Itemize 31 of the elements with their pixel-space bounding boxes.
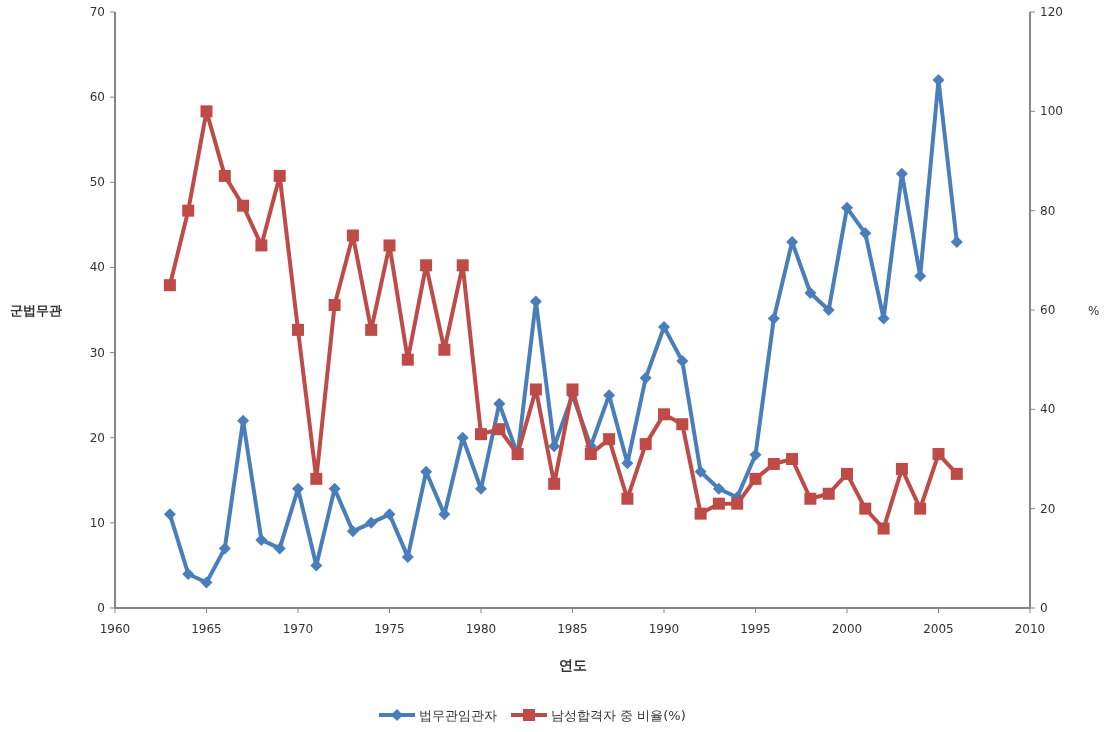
x-tick-label: 2010	[1014, 622, 1046, 636]
x-tick-label: 1970	[282, 622, 314, 636]
y2-tick-label: 100	[1040, 104, 1063, 119]
x-tick-label: 1975	[374, 622, 405, 636]
legend-label: 남성합격자 중 비율(%)	[551, 708, 686, 723]
y2-tick-label: 20	[1040, 501, 1056, 516]
y-tick-label: 0	[97, 601, 105, 615]
x-tick-label: 1985	[557, 622, 588, 636]
legend-label: 법무관임관자	[419, 708, 497, 723]
y-tick-label: 30	[89, 345, 105, 360]
y2-tick-label: 60	[1040, 303, 1056, 317]
y2-tick-label: 0	[1040, 601, 1048, 615]
y-tick-label: 60	[89, 90, 105, 105]
y2-tick-label: 80	[1040, 203, 1056, 218]
x-tick-label: 1960	[99, 622, 131, 636]
y2-axis-title: %	[1088, 304, 1100, 318]
y-tick-label: 40	[89, 260, 105, 275]
x-tick-label: 1995	[740, 622, 771, 636]
x-tick-label: 2005	[923, 622, 954, 636]
x-tick-label: 1965	[191, 622, 222, 636]
y2-tick-label: 120	[1040, 5, 1063, 19]
x-axis-title: 연도	[558, 657, 587, 673]
x-tick-label: 1990	[648, 622, 680, 636]
y-tick-label: 20	[89, 430, 105, 445]
y2-tick-label: 40	[1040, 402, 1056, 417]
y-axis-title: 군법무관	[10, 303, 62, 318]
y-tick-label: 50	[89, 175, 105, 190]
x-tick-label: 2000	[831, 622, 863, 636]
x-tick-label: 1980	[465, 622, 497, 636]
y-tick-label: 10	[89, 515, 105, 530]
y-tick-label: 70	[89, 5, 105, 19]
